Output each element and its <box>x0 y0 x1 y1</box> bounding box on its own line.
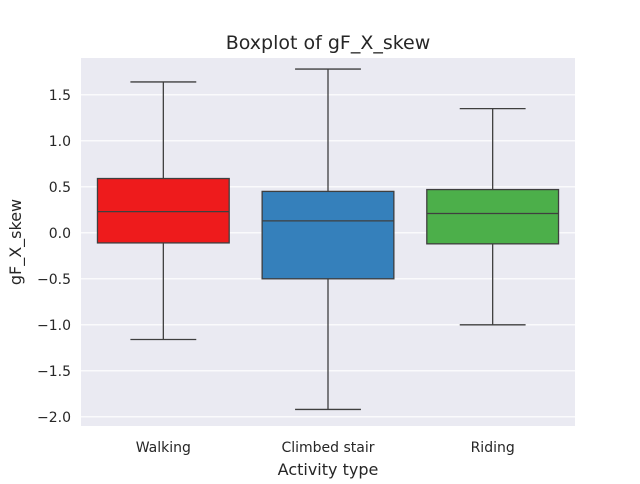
box-walking <box>96 81 230 341</box>
y-tick-labels: −2.0 −1.5 −1.0 −0.5 0.0 0.5 1.0 1.5 <box>37 88 71 426</box>
y-tick-label: −0.5 <box>37 272 71 288</box>
boxes <box>96 68 560 411</box>
box-climbed-stair <box>261 68 395 411</box>
y-tick-label: 1.5 <box>49 88 71 104</box>
y-tick-label: −1.5 <box>37 364 71 380</box>
y-tick-label: 1.0 <box>49 134 71 150</box>
y-tick-label: −1.0 <box>37 318 71 334</box>
x-tick-label: Walking <box>136 440 191 456</box>
x-tick-label: Climbed stair <box>281 440 374 456</box>
y-tick-label: −2.0 <box>37 410 71 426</box>
y-axis-label: gF_X_skew <box>6 199 26 285</box>
x-axis-label: Activity type <box>278 460 379 479</box>
iqr-box <box>426 188 560 245</box>
x-tick-label: Riding <box>471 440 515 456</box>
y-tick-label: 0.0 <box>49 226 71 242</box>
chart-title: Boxplot of gF_X_skew <box>226 32 431 54</box>
iqr-box <box>261 190 395 280</box>
y-tick-label: 0.5 <box>49 180 71 196</box>
x-tick-labels: Walking Climbed stair Riding <box>136 440 515 456</box>
iqr-box <box>96 177 230 244</box>
box-riding <box>426 107 560 326</box>
